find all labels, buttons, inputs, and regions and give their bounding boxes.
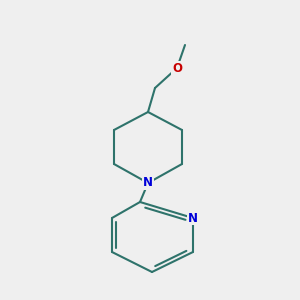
Text: O: O [172, 61, 182, 74]
Text: N: N [188, 212, 198, 224]
Text: N: N [143, 176, 153, 190]
